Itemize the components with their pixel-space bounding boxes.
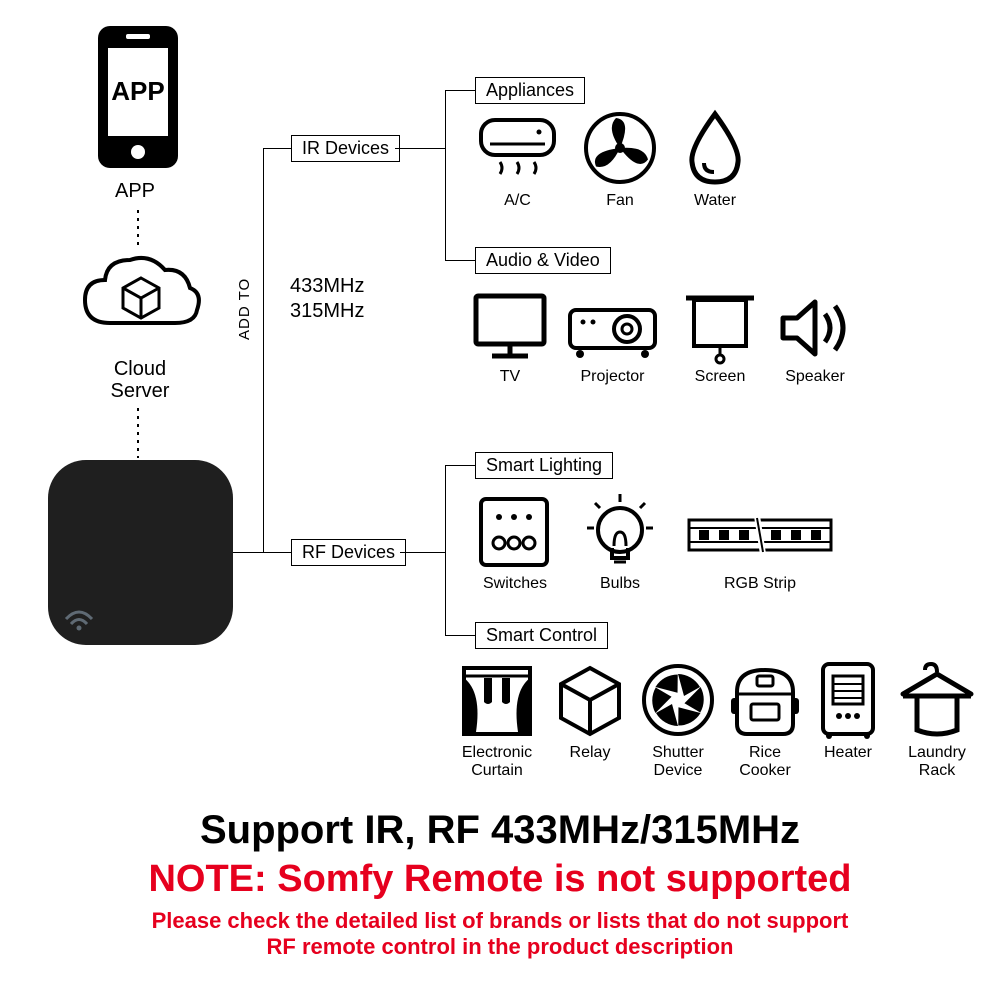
switches-icon: [475, 493, 553, 571]
line-hub-out: [233, 552, 263, 553]
fan-icon: [580, 108, 660, 188]
shutter-icon: [638, 660, 718, 740]
cloud-label-1: Cloud: [100, 358, 180, 381]
dotted-line-cloud-hub: [137, 408, 139, 458]
fan-label: Fan: [580, 192, 660, 210]
line-appliances: [445, 90, 475, 91]
laundry-label-1: Laundry: [892, 744, 982, 762]
curtain-label-2: Curtain: [450, 762, 544, 780]
heater-label: Heater: [808, 744, 888, 762]
line-control: [445, 635, 475, 636]
speaker-icon: [775, 292, 855, 364]
water-icon: [680, 108, 750, 188]
footer-line-2: NOTE: Somfy Remote is not supported: [0, 858, 1000, 901]
curtain-label-1: Electronic: [450, 744, 544, 762]
relay-label: Relay: [548, 744, 632, 762]
ac-icon: [475, 112, 560, 187]
ir-devices-label: IR Devices: [291, 135, 400, 162]
cloud-label-2: Server: [100, 380, 180, 403]
lighting-label: Smart Lighting: [475, 452, 613, 479]
ac-label: A/C: [475, 192, 560, 210]
app-label: APP: [95, 180, 175, 203]
projector-icon: [565, 298, 660, 363]
relay-icon: [553, 662, 628, 740]
rice-label-1: Rice: [722, 744, 808, 762]
hub-device-icon: [48, 460, 233, 645]
bulbs-icon: [580, 488, 660, 573]
dotted-line-app-cloud: [137, 210, 139, 248]
bulbs-label: Bulbs: [580, 575, 660, 593]
footer-line-3: Please check the detailed list of brands…: [0, 908, 1000, 934]
svg-text:APP: APP: [111, 76, 164, 106]
control-label: Smart Control: [475, 622, 608, 649]
rgb-label: RGB Strip: [700, 575, 820, 593]
appliances-label: Appliances: [475, 77, 585, 104]
rice-cooker-icon: [727, 662, 803, 740]
footer-line-1: Support IR, RF 433MHz/315MHz: [0, 808, 1000, 853]
speaker-label: Speaker: [770, 368, 860, 386]
rgb-strip-icon: [685, 510, 835, 560]
tv-icon: [470, 288, 550, 363]
line-av: [445, 260, 475, 261]
laundry-icon: [895, 660, 979, 740]
switches-label: Switches: [470, 575, 560, 593]
tv-label: TV: [470, 368, 550, 386]
av-label: Audio & Video: [475, 247, 611, 274]
rice-label-2: Cooker: [722, 762, 808, 780]
line-to-rf: [263, 552, 291, 553]
line-ir-vertical: [445, 90, 446, 260]
shutter-label-1: Shutter: [635, 744, 721, 762]
water-label: Water: [675, 192, 755, 210]
freq-315: 315MHz: [290, 300, 364, 323]
line-rf-vertical: [445, 465, 446, 635]
freq-433: 433MHz: [290, 275, 364, 298]
screen-label: Screen: [678, 368, 762, 386]
line-ir-out: [395, 148, 445, 149]
app-phone-icon: APP: [88, 22, 188, 172]
shutter-label-2: Device: [635, 762, 721, 780]
curtain-icon: [458, 662, 536, 740]
cloud-icon: [75, 248, 205, 348]
laundry-label-2: Rack: [892, 762, 982, 780]
add-to-label: ADD TO: [236, 240, 253, 340]
line-rf-out: [400, 552, 445, 553]
screen-icon: [680, 290, 760, 365]
line-to-ir: [263, 148, 291, 149]
rf-devices-label: RF Devices: [291, 539, 406, 566]
line-main-vertical: [263, 148, 264, 553]
footer-line-4: RF remote control in the product descrip…: [0, 934, 1000, 960]
projector-label: Projector: [565, 368, 660, 386]
heater-icon: [815, 658, 881, 740]
line-lighting: [445, 465, 475, 466]
